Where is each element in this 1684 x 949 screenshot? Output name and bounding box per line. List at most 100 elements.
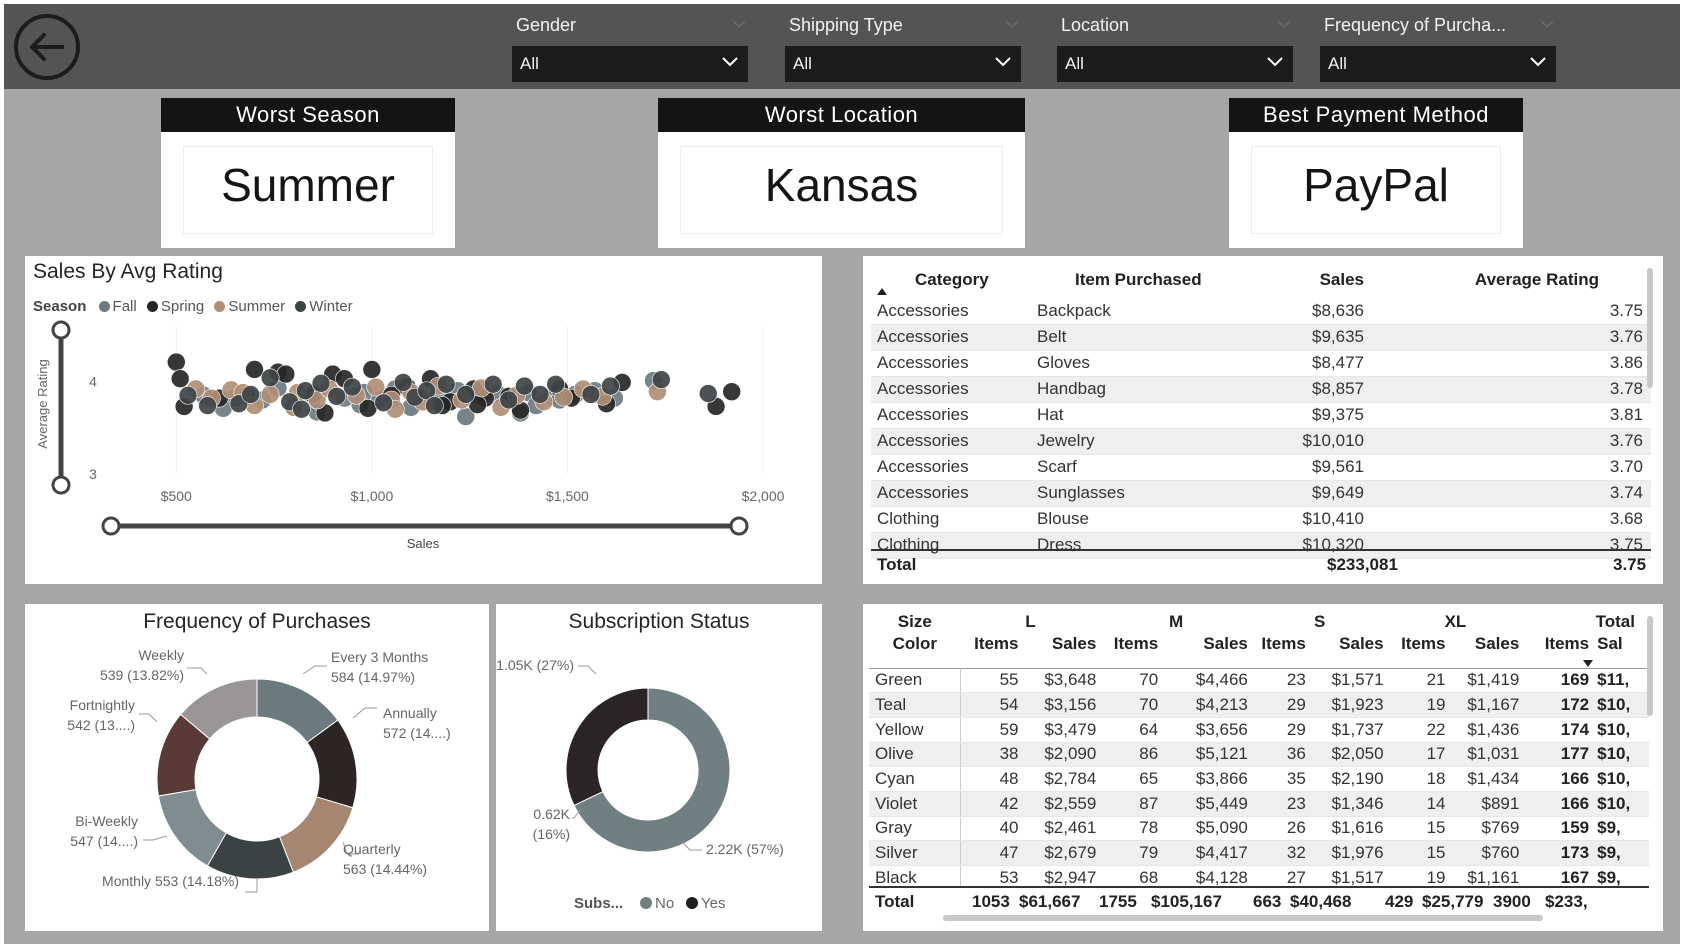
column-header-sales[interactable]: Sales: [1203, 634, 1248, 653]
slicer-dropdown-shipping-type[interactable]: All: [785, 46, 1021, 82]
column-header-total[interactable]: Total: [1595, 612, 1635, 631]
table-row[interactable]: Olive 38 $2,090 86 $5,121 36 $2,050 17 $1,031 177…: [869, 742, 1649, 768]
column-header-items[interactable]: Items: [1113, 634, 1159, 653]
scatter-point-winter[interactable]: [296, 381, 315, 401]
legend-item-winter[interactable]: Winter: [295, 298, 353, 315]
legend-item-summer[interactable]: Summer: [214, 298, 285, 315]
scatter-point-spring[interactable]: [166, 352, 186, 372]
scatter-point-winter[interactable]: [483, 374, 503, 394]
scatter-point-spring[interactable]: [722, 382, 742, 401]
scatter-point-summer[interactable]: [260, 385, 280, 404]
column-header-sales[interactable]: Sales: [1051, 634, 1097, 653]
table-row[interactable]: Silver 47 $2,679 79 $4,417 32 $1,976 15 $760 173 $…: [869, 840, 1649, 866]
scatter-point-winter[interactable]: [393, 373, 413, 392]
donut-slice-weekly[interactable]: [179, 678, 258, 740]
x-zoom-handle-left[interactable]: [101, 516, 121, 536]
eraser-chevron-icon[interactable]: [1005, 20, 1019, 28]
scatter-point-winter[interactable]: [292, 399, 311, 419]
scatter-point-winter[interactable]: [499, 390, 519, 410]
scatter-point-winter[interactable]: [425, 396, 444, 415]
column-header-items[interactable]: Items: [974, 634, 1019, 653]
back-button[interactable]: [14, 14, 80, 80]
scatter-point-winter[interactable]: [241, 385, 260, 404]
scatter-point-winter[interactable]: [530, 385, 550, 404]
column-header-items[interactable]: Items: [1401, 634, 1446, 653]
scatter-point-spring[interactable]: [362, 360, 382, 379]
scatter-point-winter[interactable]: [652, 370, 671, 389]
eraser-chevron-icon[interactable]: [732, 20, 746, 28]
eraser-chevron-icon[interactable]: [1540, 20, 1554, 28]
table-row[interactable]: Accessories Scarf $9,561 3.70: [871, 454, 1651, 481]
table-row[interactable]: Clothing Blouse $10,410 3.68: [871, 506, 1651, 533]
donut-slice-quarterly[interactable]: [278, 796, 354, 873]
scatter-point-winter[interactable]: [417, 381, 436, 401]
table-row[interactable]: Green 55 $3,648 70 $4,466 23 $1,571 21 $1,419 169…: [869, 668, 1649, 694]
scatter-point-winter[interactable]: [178, 386, 198, 405]
scatter-point-winter[interactable]: [436, 374, 456, 394]
table-row[interactable]: Violet 42 $2,559 87 $5,449 23 $1,346 14 $891 166 $…: [869, 791, 1649, 817]
slicer-dropdown-frequency[interactable]: All: [1320, 46, 1556, 82]
eraser-chevron-icon[interactable]: [1277, 20, 1291, 28]
table-row[interactable]: Cyan 48 $2,784 65 $3,866 35 $2,190 18 $1,434 166 $…: [869, 766, 1649, 792]
cell-sales: $9,561: [1256, 454, 1406, 481]
table-row[interactable]: Accessories Backpack $8,636 3.75: [871, 298, 1651, 325]
legend-item-fall[interactable]: Fall: [98, 298, 137, 315]
column-header-m[interactable]: M: [1169, 612, 1184, 631]
legend-item-spring[interactable]: Spring: [146, 298, 204, 315]
column-header-total-items[interactable]: Items: [1523, 634, 1594, 668]
scatter-point-winter[interactable]: [581, 385, 601, 404]
slicer-dropdown-location[interactable]: All: [1057, 46, 1293, 82]
column-header-sales[interactable]: Sales: [1319, 270, 1364, 289]
table-row[interactable]: Accessories Gloves $8,477 3.86: [871, 350, 1651, 377]
scatter-point-summer[interactable]: [366, 377, 386, 397]
scatter-point-winter[interactable]: [456, 385, 476, 404]
frequency-donut-chart[interactable]: Every 3 Months 584 (14.97%) Annually 572 (1…: [25, 604, 489, 931]
scatter-point-winter[interactable]: [260, 368, 280, 388]
table-row[interactable]: Yellow 59 $3,479 64 $3,656 29 $1,737 22 $1,436 17…: [869, 717, 1649, 743]
scatter-point-winter[interactable]: [515, 376, 534, 396]
x-zoom-handle-right[interactable]: [729, 516, 749, 536]
column-header-sales[interactable]: Sales: [1474, 634, 1520, 653]
donut-slice-yes[interactable]: [565, 687, 649, 807]
scatter-point-spring[interactable]: [276, 364, 296, 384]
scatter-point-winter[interactable]: [343, 377, 362, 397]
vertical-scrollbar[interactable]: [1647, 616, 1653, 716]
y-zoom-handle-top[interactable]: [51, 320, 71, 340]
cell-items: 18: [1387, 766, 1450, 792]
scatter-point-spring[interactable]: [245, 360, 264, 379]
column-header-s[interactable]: S: [1314, 612, 1326, 631]
donut-slice-no[interactable]: [573, 687, 731, 853]
table-row[interactable]: Accessories Jewelry $10,010 3.76: [871, 428, 1651, 455]
slicer-dropdown-gender[interactable]: All: [512, 46, 748, 82]
table-row[interactable]: Accessories Sunglasses $9,649 3.74: [871, 480, 1651, 507]
table-row[interactable]: Accessories Belt $9,635 3.76: [871, 324, 1651, 351]
vertical-scrollbar[interactable]: [1647, 268, 1653, 388]
scatter-point-winter[interactable]: [546, 374, 565, 394]
cell-items: 172: [1523, 692, 1594, 718]
scatter-point-winter[interactable]: [374, 393, 393, 413]
column-header-item[interactable]: Item Purchased: [1075, 270, 1202, 289]
table-row[interactable]: Gray 40 $2,461 78 $5,090 26 $1,616 15 $769 159 $9,: [869, 816, 1649, 842]
y-zoom-handle-bottom[interactable]: [51, 475, 71, 495]
table-row[interactable]: Accessories Hat $9,375 3.81: [871, 402, 1651, 429]
scatter-point-winter[interactable]: [327, 387, 346, 406]
scatter-point-winter[interactable]: [698, 384, 718, 403]
scatter-point-spring[interactable]: [170, 369, 190, 389]
table-row[interactable]: Accessories Handbag $8,857 3.78: [871, 376, 1651, 403]
table-row[interactable]: Teal 54 $3,156 70 $4,213 29 $1,923 19 $1,167 172 $…: [869, 692, 1649, 718]
column-header-category[interactable]: Category: [871, 262, 1031, 298]
scatter-point-winter[interactable]: [311, 374, 331, 393]
scatter-point-winter[interactable]: [601, 376, 620, 396]
subscription-donut-chart[interactable]: 1.05K (27%) 0.62K (16%) 2.22K (57%) Subs... N…: [496, 604, 822, 931]
column-header-total-sales[interactable]: Sal: [1597, 634, 1623, 653]
column-header-l[interactable]: L: [1025, 612, 1036, 631]
column-header-items[interactable]: Items: [1261, 634, 1306, 653]
column-header-color[interactable]: Color: [892, 634, 937, 653]
column-header-rating[interactable]: Average Rating: [1474, 270, 1599, 289]
scatter-point-winter[interactable]: [198, 396, 217, 415]
column-header-sales[interactable]: Sales: [1339, 634, 1384, 653]
column-header-xl[interactable]: XL: [1444, 612, 1467, 631]
horizontal-scrollbar[interactable]: [943, 915, 1543, 921]
table-row[interactable]: Clothing Dress $10,320 3.75: [871, 532, 1651, 559]
